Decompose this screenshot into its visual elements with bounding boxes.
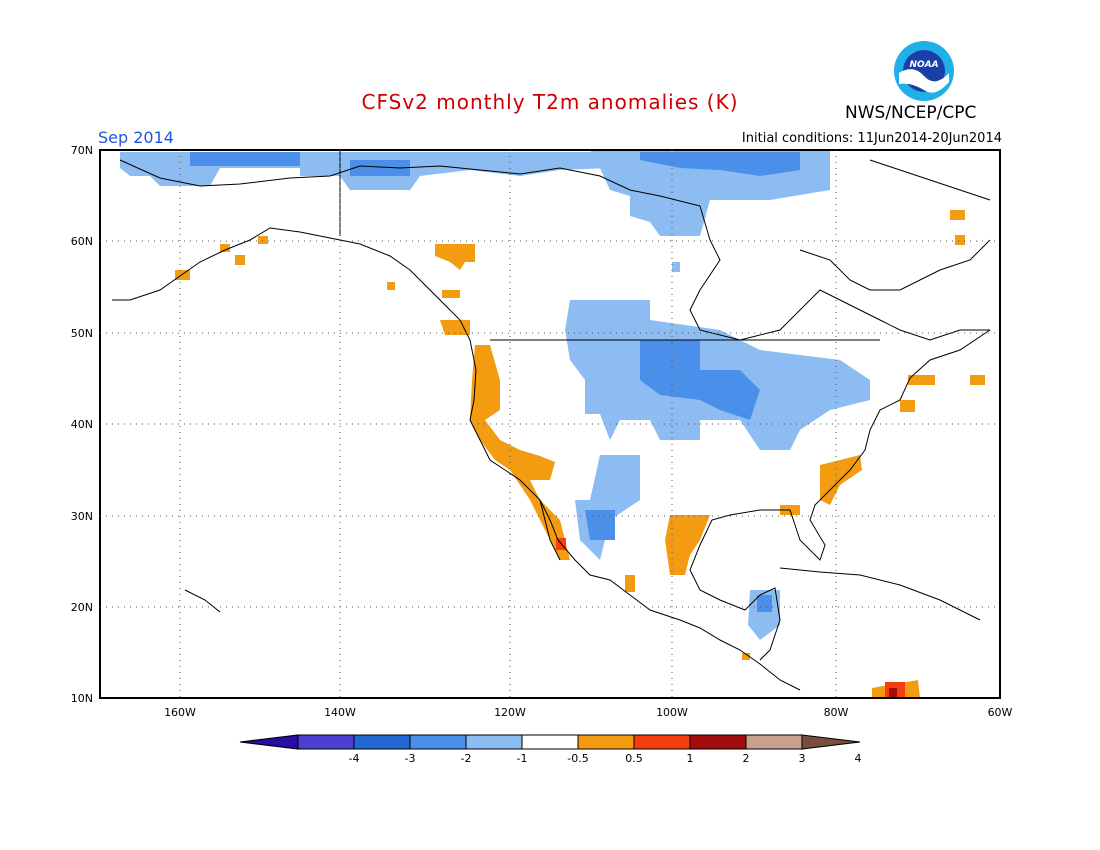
initial-conditions: Initial conditions: 11Jun2014-20Jun2014	[741, 131, 1002, 146]
colorbar-swatch	[745, 734, 803, 750]
noaa-logo-icon: NOAA	[894, 41, 954, 101]
colorbar-left-arrow	[239, 734, 299, 750]
colorbar-label: -2	[461, 752, 472, 765]
lat-label: 70N	[71, 144, 93, 157]
lon-label: 160W	[164, 706, 196, 719]
colorbar-label: -4	[349, 752, 360, 765]
longitude-labels: 160W 140W 120W 100W 80W 60W	[164, 706, 1012, 719]
lon-label: 100W	[656, 706, 688, 719]
lon-label: 80W	[824, 706, 849, 719]
colorbar-swatch	[633, 734, 691, 750]
lon-label: 60W	[988, 706, 1013, 719]
colorbar-swatch	[465, 734, 523, 750]
colorbar-label: 3	[799, 752, 806, 765]
colorbar-label: 2	[743, 752, 750, 765]
colorbar-swatch	[353, 734, 411, 750]
colorbar-swatch	[409, 734, 467, 750]
colorbar-label: 1	[687, 752, 694, 765]
lat-label: 10N	[71, 692, 93, 705]
map-title: CFSv2 monthly T2m anomalies (K)	[361, 90, 739, 114]
lon-label: 120W	[494, 706, 526, 719]
colorbar-label: -3	[405, 752, 416, 765]
colorbar-swatch	[689, 734, 747, 750]
latitude-labels: 70N 60N 50N 40N 30N 20N 10N	[71, 144, 93, 705]
lon-label: 140W	[324, 706, 356, 719]
colorbar-swatch	[521, 734, 579, 750]
colorbar-label: -0.5	[567, 752, 588, 765]
positive-anomaly-regions	[175, 210, 985, 698]
negative-anomaly-regions	[120, 150, 870, 640]
lat-label: 60N	[71, 235, 93, 248]
agency-label: NWS/NCEP/CPC	[845, 103, 977, 123]
colorbar-label: 4	[855, 752, 862, 765]
colorbar-legend: -4 -3 -2 -1 -0.5 0.5 1 2 3 4	[239, 734, 862, 765]
lat-label: 30N	[71, 510, 93, 523]
colorbar-label: -1	[517, 752, 528, 765]
forecast-month: Sep 2014	[98, 128, 174, 147]
colorbar-swatch	[297, 734, 355, 750]
colorbar-label: 0.5	[625, 752, 643, 765]
colorbar-right-arrow	[801, 734, 861, 750]
svg-text:NOAA: NOAA	[909, 60, 938, 70]
lat-label: 20N	[71, 601, 93, 614]
graticule	[100, 150, 1000, 698]
lat-label: 50N	[71, 327, 93, 340]
lat-label: 40N	[71, 418, 93, 431]
coastlines	[112, 150, 991, 691]
colorbar-swatch	[577, 734, 635, 750]
